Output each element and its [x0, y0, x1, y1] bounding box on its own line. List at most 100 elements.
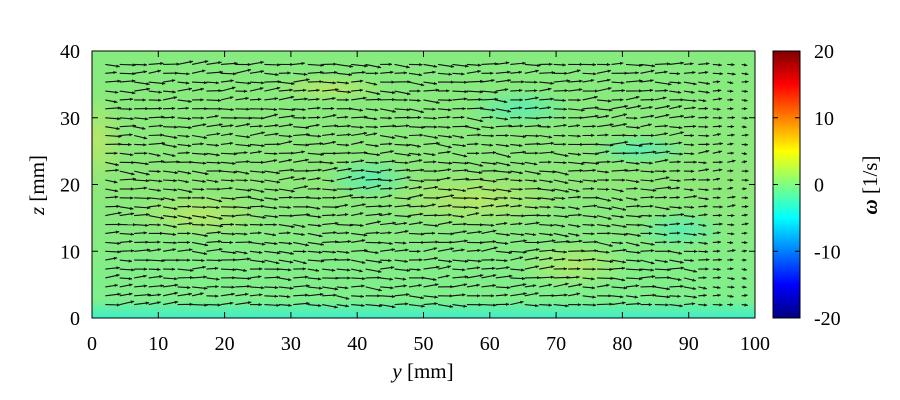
- velocity-vector-head: [200, 116, 204, 120]
- y-tick-label: 20: [60, 175, 80, 197]
- velocity-vector-head: [316, 123, 320, 127]
- velocity-vector-head: [128, 107, 133, 111]
- velocity-vector-head: [374, 108, 379, 112]
- velocity-vector-head: [493, 229, 497, 233]
- velocity-vector-head: [609, 267, 613, 271]
- velocity-vector-head: [344, 115, 349, 119]
- velocity-vector-head: [359, 212, 364, 216]
- velocity-vector-head: [417, 89, 421, 93]
- velocity-vector-head: [565, 234, 569, 238]
- velocity-vector-head: [360, 159, 364, 163]
- velocity-vector-head: [406, 268, 411, 272]
- velocity-vector-head: [347, 258, 351, 262]
- velocity-vector-head: [345, 143, 350, 147]
- velocity-vector-head: [718, 97, 722, 101]
- velocity-vector-head: [377, 294, 381, 298]
- velocity-vector-head: [477, 248, 481, 253]
- velocity-vector-head: [718, 63, 722, 67]
- velocity-vector-head: [230, 124, 234, 128]
- velocity-vector-head: [420, 168, 424, 172]
- velocity-vector-head: [345, 98, 349, 102]
- velocity-vector-head: [157, 69, 161, 73]
- velocity-vector-head: [261, 81, 265, 85]
- velocity-vector-head: [519, 143, 523, 148]
- colorbar-tick-label: -10: [814, 241, 841, 263]
- velocity-vector-head: [144, 117, 149, 121]
- velocity-vector-head: [217, 98, 222, 102]
- velocity-vector-head: [303, 261, 307, 265]
- velocity-vector-head: [376, 92, 381, 96]
- velocity-vector-head: [130, 232, 134, 236]
- velocity-vector-head: [320, 292, 324, 296]
- velocity-vector-head: [407, 214, 411, 219]
- velocity-vector-head: [463, 97, 468, 101]
- velocity-vector-head: [129, 153, 134, 157]
- velocity-vector-head: [666, 176, 670, 180]
- velocity-vector-head: [491, 108, 496, 112]
- velocity-vector-head: [173, 241, 177, 245]
- velocity-vector-head: [420, 296, 424, 300]
- velocity-vector-head: [247, 68, 251, 72]
- velocity-vector-head: [610, 143, 614, 147]
- velocity-vector-head: [320, 242, 324, 246]
- velocity-vector-head: [117, 79, 121, 83]
- velocity-vector-head: [147, 293, 151, 297]
- velocity-vector-head: [635, 71, 639, 75]
- velocity-vector-head: [390, 70, 394, 74]
- velocity-vector-head: [377, 97, 381, 101]
- velocity-vector-head: [258, 231, 262, 235]
- velocity-vector-head: [157, 223, 161, 227]
- velocity-vector-head: [549, 115, 553, 119]
- velocity-vector-head: [360, 125, 364, 129]
- velocity-vector-head: [608, 99, 612, 103]
- velocity-vector-head: [288, 134, 293, 138]
- velocity-vector-head: [260, 60, 264, 65]
- velocity-vector-head: [174, 277, 178, 281]
- velocity-vector-head: [189, 60, 193, 64]
- velocity-vector-head: [692, 286, 697, 290]
- velocity-vector-head: [374, 195, 378, 199]
- velocity-vector-head: [536, 221, 540, 225]
- velocity-vector-head: [717, 231, 721, 235]
- velocity-vector-head: [703, 303, 708, 307]
- velocity-vector-head: [533, 179, 537, 183]
- velocity-vector-head: [690, 241, 694, 245]
- velocity-vector-head: [186, 134, 190, 138]
- velocity-vector-head: [375, 71, 379, 75]
- velocity-vector-head: [261, 131, 265, 135]
- velocity-vector-head: [347, 124, 351, 128]
- y-axis-var: z: [25, 207, 49, 216]
- velocity-vector-head: [506, 213, 510, 217]
- velocity-vector-head: [745, 72, 749, 76]
- velocity-vector-head: [577, 98, 581, 102]
- velocity-vector-head: [274, 241, 278, 246]
- velocity-vector-head: [418, 185, 422, 189]
- velocity-vector-head: [576, 224, 581, 228]
- velocity-vector-head: [519, 187, 523, 191]
- velocity-vector-head: [479, 170, 483, 175]
- y-tick-label: 40: [60, 41, 80, 63]
- velocity-vector-head: [403, 221, 408, 225]
- velocity-vector-head: [143, 186, 148, 190]
- velocity-vector-head: [433, 116, 437, 120]
- velocity-vector-head: [417, 144, 421, 148]
- velocity-vector-head: [247, 276, 251, 281]
- velocity-vector-head: [639, 63, 643, 67]
- velocity-vector-head: [318, 224, 322, 228]
- velocity-vector-head: [680, 213, 685, 217]
- velocity-vector-head: [301, 232, 305, 236]
- velocity-vector-head: [731, 214, 735, 218]
- velocity-vector-head: [247, 144, 252, 148]
- velocity-vector-head: [605, 170, 609, 174]
- velocity-vector-head: [132, 177, 136, 181]
- velocity-vector-head: [743, 276, 747, 280]
- velocity-vector-head: [246, 160, 250, 164]
- velocity-vector-head: [536, 248, 540, 252]
- velocity-vector-head: [607, 160, 611, 164]
- velocity-vector-head: [216, 153, 220, 157]
- velocity-vector-head: [433, 247, 438, 251]
- velocity-vector-head: [287, 231, 291, 235]
- velocity-vector-head: [391, 294, 395, 299]
- velocity-vector-head: [202, 69, 206, 73]
- velocity-vector-head: [345, 231, 349, 235]
